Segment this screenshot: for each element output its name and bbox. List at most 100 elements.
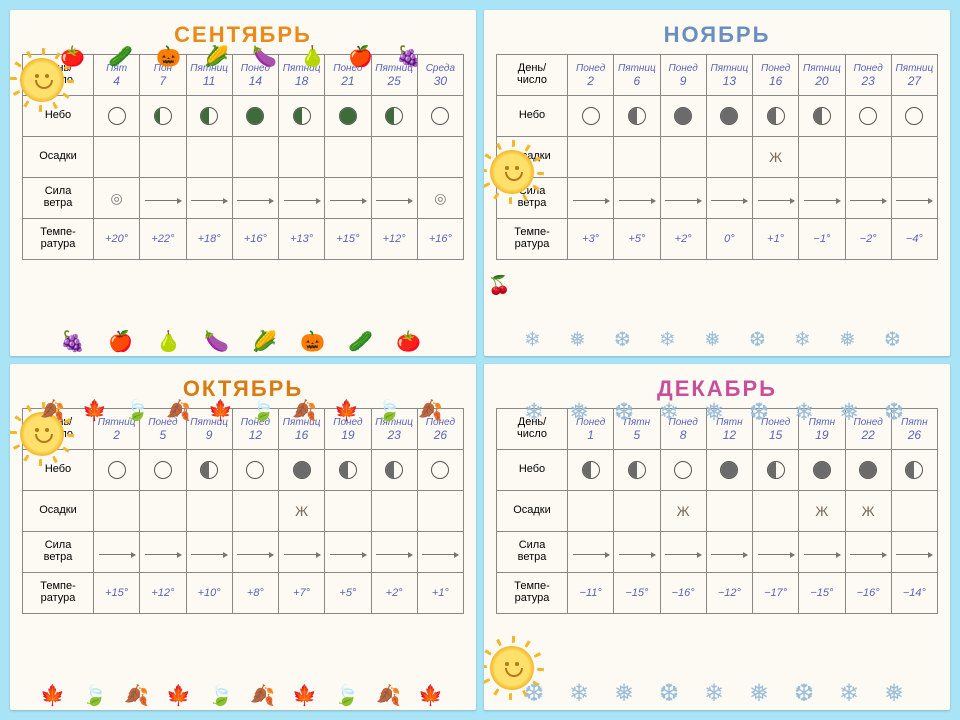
row-label: Осадки	[23, 137, 94, 178]
precip-cell	[568, 491, 614, 532]
day-number: 2	[94, 428, 139, 442]
wind-cell	[371, 178, 417, 219]
day-number: 27	[892, 74, 937, 88]
sun-icon	[20, 58, 64, 102]
wind-cell	[371, 532, 417, 573]
calendar-grid: СЕНТЯБРЬДень/числоПят4Пон7Пятниц11Понед1…	[0, 0, 960, 720]
sky-cell	[614, 450, 660, 491]
wind-cell	[660, 178, 706, 219]
wind-cell	[845, 178, 891, 219]
precip-cell	[325, 137, 371, 178]
snowflake-icon: ❅	[569, 327, 586, 352]
leaf-icon: 🍁	[40, 683, 65, 708]
wind-cell	[232, 178, 278, 219]
precip-cell	[660, 137, 706, 178]
precip-cell	[94, 137, 140, 178]
weather-table: День/числоПят4Пон7Пятниц11Понед14Пятниц1…	[22, 54, 464, 260]
veg-icon: 🎃	[300, 329, 325, 354]
wind-cell	[614, 178, 660, 219]
temp-cell: +1°	[753, 219, 799, 260]
snowflake-icon: ❅	[839, 327, 856, 352]
day-number: 14	[233, 74, 278, 88]
row-label: Осадки	[23, 491, 94, 532]
snowflake-icon: ❆	[749, 398, 769, 427]
day-number: 23	[372, 428, 417, 442]
day-name: Пятниц	[707, 63, 752, 74]
wind-cell	[325, 532, 371, 573]
sky-cell	[891, 450, 937, 491]
sky-cell	[371, 450, 417, 491]
snowflake-icon: ❆	[614, 398, 634, 427]
precip-cell	[845, 137, 891, 178]
snowflake-icon: ❅	[569, 398, 589, 427]
sky-cell	[417, 96, 463, 137]
leaf-icon: 🍃	[334, 683, 359, 708]
day-header: Понед23	[845, 55, 891, 96]
wind-cell	[799, 532, 845, 573]
weather-table: День/числоПонед1Пятн5Понед8Пятн12Понед15…	[496, 408, 938, 614]
day-name: Пятниц	[892, 63, 937, 74]
wind-cell	[845, 532, 891, 573]
sky-cell	[891, 96, 937, 137]
row-label: Темпе-ратура	[23, 573, 94, 614]
sky-cell	[140, 450, 186, 491]
day-number: 18	[279, 74, 324, 88]
temp-cell: +2°	[660, 219, 706, 260]
sky-cell	[614, 96, 660, 137]
row-label: Силаветра	[23, 178, 94, 219]
precip-cell: Ж	[799, 491, 845, 532]
day-name: Понед	[846, 63, 891, 74]
snowflake-icon: ❅	[704, 398, 724, 427]
leaf-icon: 🍂	[292, 398, 317, 423]
card-october: ОКТЯБРЬДень/числоПятниц2Понед5Пятниц9Пон…	[10, 364, 476, 710]
row-label: День/число	[497, 55, 568, 96]
sky-cell	[371, 96, 417, 137]
snowflake-icon: ❆	[749, 327, 766, 352]
precip-cell	[371, 491, 417, 532]
temp-cell: +2°	[371, 573, 417, 614]
snowflake-icon: ❅	[884, 679, 904, 708]
temp-cell: +18°	[186, 219, 232, 260]
day-number: 15	[753, 428, 798, 442]
day-name: Среда	[418, 63, 463, 74]
weather-table: День/числоПонед2Пятниц6Понед9Пятниц13Пон…	[496, 54, 938, 260]
sky-cell	[799, 96, 845, 137]
leaf-icon: 🍁	[208, 398, 233, 423]
veg-icon: 🍅	[396, 329, 421, 354]
sky-cell	[325, 96, 371, 137]
leaf-icon: 🍁	[166, 683, 191, 708]
wind-cell	[186, 532, 232, 573]
day-header: Понед9	[660, 55, 706, 96]
sky-cell	[660, 96, 706, 137]
snowflake-icon: ❄	[839, 679, 859, 708]
snowflake-icon: ❄	[569, 679, 589, 708]
wind-cell	[753, 532, 799, 573]
sky-cell	[568, 96, 614, 137]
day-number: 12	[233, 428, 278, 442]
sky-cell	[279, 450, 325, 491]
veg-icon: 🍆	[204, 329, 229, 354]
precip-cell	[891, 491, 937, 532]
day-number: 16	[753, 74, 798, 88]
row-label: Темпе-ратура	[23, 219, 94, 260]
wind-cell	[891, 178, 937, 219]
sky-cell	[753, 96, 799, 137]
veg-icon: 🍐	[156, 329, 181, 354]
veg-icon: 🥒	[348, 329, 373, 354]
day-header: Среда30	[417, 55, 463, 96]
leaf-icon: 🍃	[82, 683, 107, 708]
temp-cell: −2°	[845, 219, 891, 260]
wind-cell	[186, 178, 232, 219]
day-number: 5	[140, 428, 185, 442]
month-title: НОЯБРЬ	[496, 22, 938, 48]
leaf-icon: 🍃	[124, 398, 149, 423]
temp-cell: −17°	[753, 573, 799, 614]
snowflake-icon: ❅	[749, 679, 769, 708]
precip-cell: Ж	[660, 491, 706, 532]
temp-cell: +16°	[417, 219, 463, 260]
wind-cell	[140, 178, 186, 219]
precip-cell	[325, 491, 371, 532]
wind-cell	[799, 178, 845, 219]
precip-cell	[417, 491, 463, 532]
day-name: Понед	[568, 63, 613, 74]
